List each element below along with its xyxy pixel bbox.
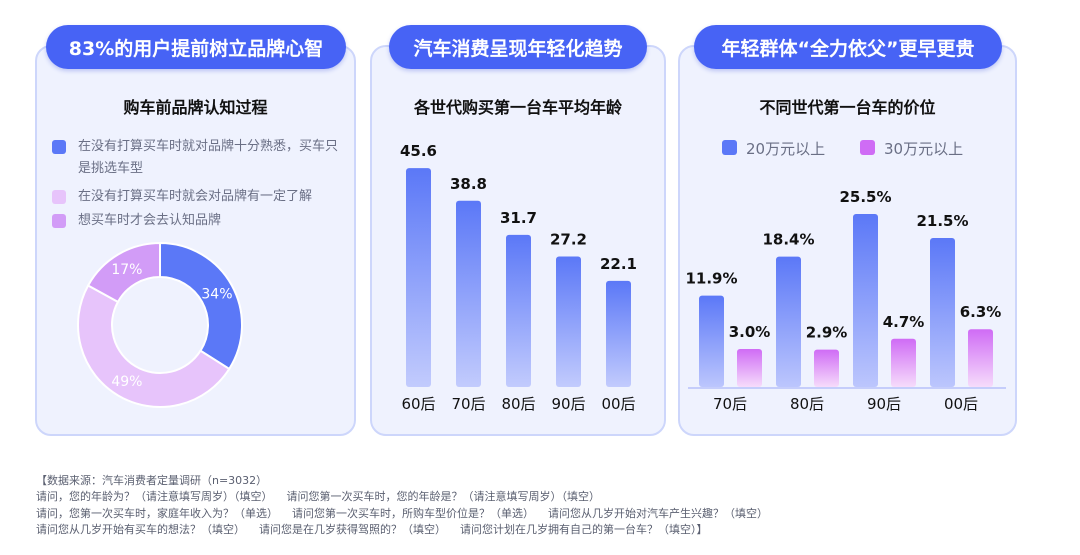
panel-header: 年轻群体“全力依父”更早更贵 [694,25,1002,69]
bar-value-label: 11.9% [685,270,737,288]
donut-slice [77,284,231,408]
donut-slice [159,241,243,371]
bar-value-label: 3.0% [729,323,771,341]
bar-value-label: 4.7% [883,313,925,331]
footnote: 【数据来源：汽车消费者定量调研（n=3032） 请问，您的年龄为？（请注意填写周岁… [36,456,768,555]
bar [814,349,839,387]
legend-item: 20万元以上 [722,138,825,159]
bar [776,256,801,387]
legend-swatch [52,140,66,154]
bar [853,214,878,387]
bar [406,168,431,387]
legend-item: 在没有打算买车时就会对品牌有一定了解 [52,186,342,208]
slice-label: 17% [111,262,142,278]
footnote-line: 请问您从几岁开始有买车的想法？（填空） 请问您是在几岁获得驾照的？（填空） 请问… [36,523,708,536]
x-tick-label: 00后 [944,395,978,413]
panel-first-car-price [678,45,1017,436]
bar-value-label: 22.1 [600,255,637,273]
footnote-line: 请问，您的年龄为？（请注意填写周岁）（填空） 请问您第一次买车时，您的年龄是？（… [36,490,600,503]
bar-value-label: 27.2 [550,230,587,248]
legend-item: 想买车时才会去认知品牌 [52,210,342,232]
legend-label: 在没有打算买车时就会对品牌有一定了解 [78,189,313,204]
x-tick-label: 70后 [713,395,747,413]
donut-slice [86,241,161,304]
x-tick-label: 80后 [501,395,535,413]
bar-value-label: 6.3% [960,303,1002,321]
x-tick-label: 80后 [790,395,824,413]
bar-value-label: 2.9% [806,324,848,342]
x-tick-label: 00后 [601,395,635,413]
bar-chart-price: 11.9% 3.0% 70后 18.4% 2.9% 80后 25.5% 4.7% 90后 21.5… [685,188,1006,413]
chart-title: 各世代购买第一台车平均年龄 [413,98,622,117]
legend-label: 想买车时才会去认知品牌 [78,213,222,228]
footnote-line: 请问，您第一次买车时，家庭年收入为？（单选） 请问您第一次买车时，所购车型价位是… [36,506,768,520]
slice-label: 49% [111,374,142,390]
bar [606,280,631,387]
panel-header: 汽车消费呈现年轻化趋势 [389,25,647,69]
bar [968,329,993,387]
bar-value-label: 18.4% [762,231,814,249]
x-tick-label: 70后 [451,395,485,413]
bar [930,238,955,387]
bar-chart-age: 45.6 60后 38.8 70后 31.7 80后 27.2 90后 22.1 00后 [400,142,637,413]
legend-label: 在没有打算买车时就对品牌十分熟悉，买车只是挑选车型 [78,139,339,176]
legend-swatch [860,140,875,155]
bar [456,200,481,387]
bar-value-label: 21.5% [916,212,968,230]
bar [506,234,531,387]
bar [891,338,916,387]
legend-item: 在没有打算买车时就对品牌十分熟悉，买车只是挑选车型 [52,136,342,180]
x-tick-label: 60后 [401,395,435,413]
footnote-line: 【数据来源：汽车消费者定量调研（n=3032） [36,473,268,487]
bar [699,295,724,387]
bar-value-label: 38.8 [450,175,487,193]
slice-label: 34% [201,287,232,303]
bar-value-label: 25.5% [839,188,891,206]
x-tick-label: 90后 [551,395,585,413]
donut-chart: 34% 49% 17% [77,241,243,408]
legend-item: 30万元以上 [860,138,963,159]
panel-header: 83%的用户提前树立品牌心智 [46,25,346,69]
legend-swatch [52,214,66,228]
legend-swatch [722,140,737,155]
chart-title: 不同世代第一台车的价位 [759,98,936,117]
legend-label: 20万元以上 [746,140,826,158]
chart-title: 购车前品牌认知过程 [123,98,268,117]
bar-value-label: 31.7 [500,209,537,227]
bar [737,349,762,387]
bar [556,256,581,387]
legend-label: 30万元以上 [884,140,964,158]
bar-value-label: 45.6 [400,142,437,160]
x-tick-label: 90后 [867,395,901,413]
legend-swatch [52,190,66,204]
